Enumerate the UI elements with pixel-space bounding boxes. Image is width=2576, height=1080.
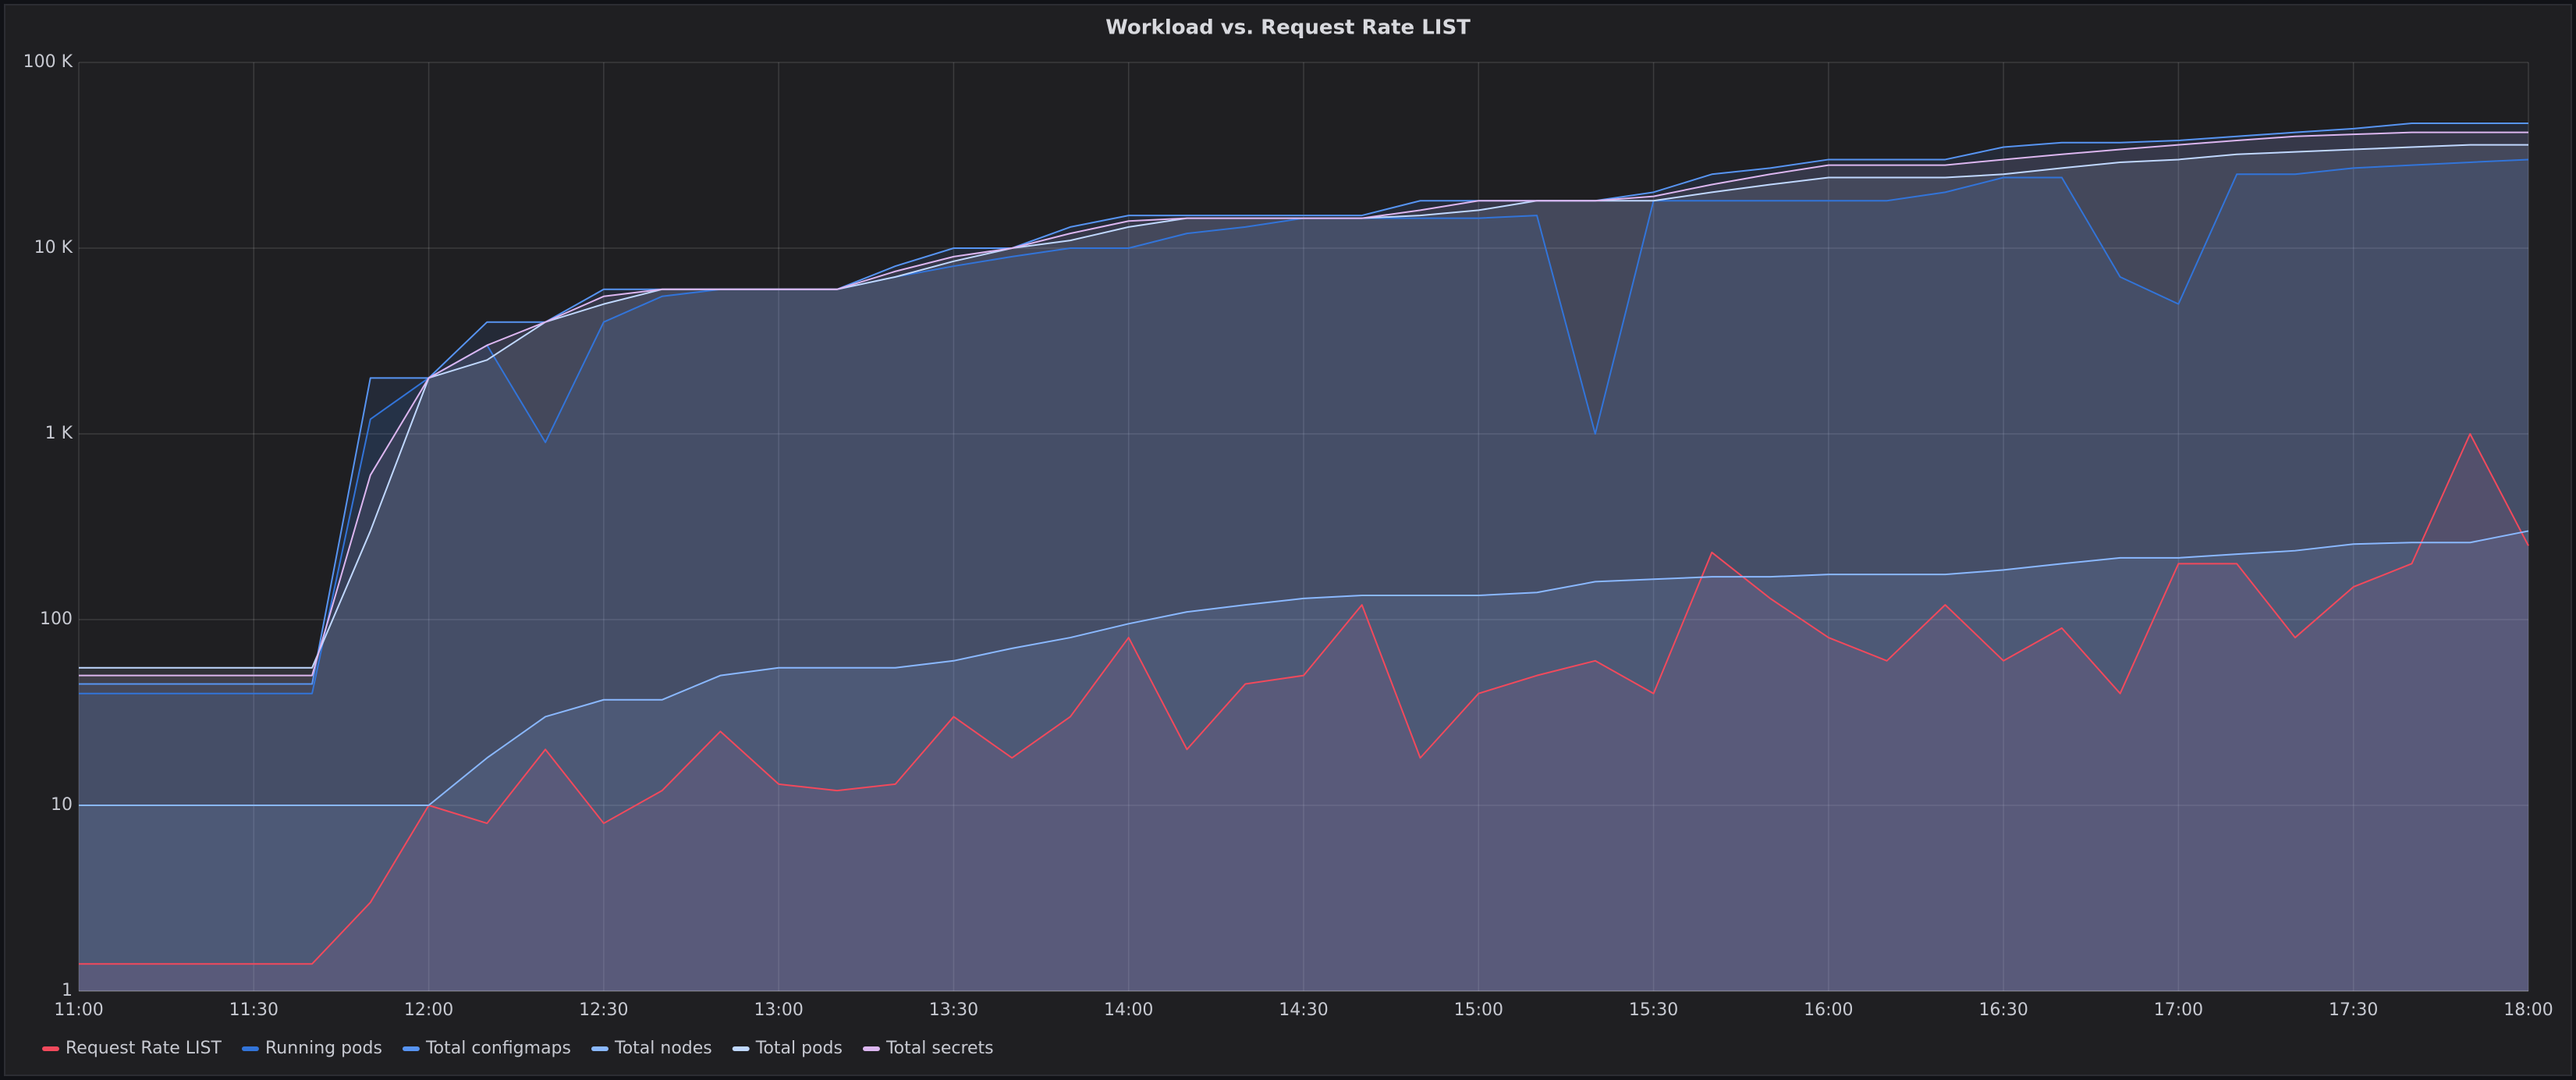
series-area [79,132,2528,992]
y-tick-label: 100 [40,609,73,629]
x-tick-label: 14:30 [1279,1000,1328,1020]
legend-marker [42,1046,59,1051]
x-tick-label: 14:00 [1104,1000,1153,1020]
y-tick-label: 100 K [23,52,73,72]
legend-label: Running pods [265,1039,382,1058]
x-tick-label: 11:30 [229,1000,279,1020]
series-area [79,159,2528,991]
series-line [79,123,2528,685]
series-line [79,433,2529,965]
x-tick-label: 13:00 [754,1000,803,1020]
legend-marker [591,1046,609,1051]
y-tick-label: 1 [62,981,73,1000]
x-tick-label: 18:00 [2503,1000,2553,1020]
x-tick-label: 13:30 [929,1000,978,1020]
legend-label: Request Rate LIST [66,1039,222,1058]
x-tick-label: 12:00 [404,1000,453,1020]
x-tick-label: 15:00 [1454,1000,1503,1020]
y-tick-label: 10 K [34,238,73,258]
legend-marker [241,1046,259,1051]
x-tick-label: 17:00 [2154,1000,2203,1020]
series-area [79,123,2528,991]
y-tick-label: 10 [51,795,73,815]
panel [4,4,2572,1076]
x-tick-label: 11:00 [54,1000,103,1020]
legend-label: Total configmaps [425,1039,571,1058]
legend-marker [402,1046,420,1051]
chart-title: Workload vs. Request Rate LIST [1105,16,1471,40]
x-tick-label: 15:30 [1629,1000,1678,1020]
legend-label: Total secrets [885,1039,994,1058]
legend-marker [732,1046,750,1051]
y-tick-label: 1 K [45,424,73,443]
x-tick-label: 17:30 [2329,1000,2378,1020]
series-area [79,531,2528,991]
legend-label: Total nodes [614,1039,712,1058]
series-area [79,434,2528,991]
x-tick-label: 12:30 [579,1000,628,1020]
series-line [79,530,2529,806]
series-area [79,144,2528,992]
series-line [79,131,2528,677]
legend-label: Total pods [755,1039,843,1058]
x-tick-label: 16:00 [1804,1000,1853,1020]
x-tick-label: 16:30 [1978,1000,2028,1020]
legend-marker [862,1046,880,1051]
